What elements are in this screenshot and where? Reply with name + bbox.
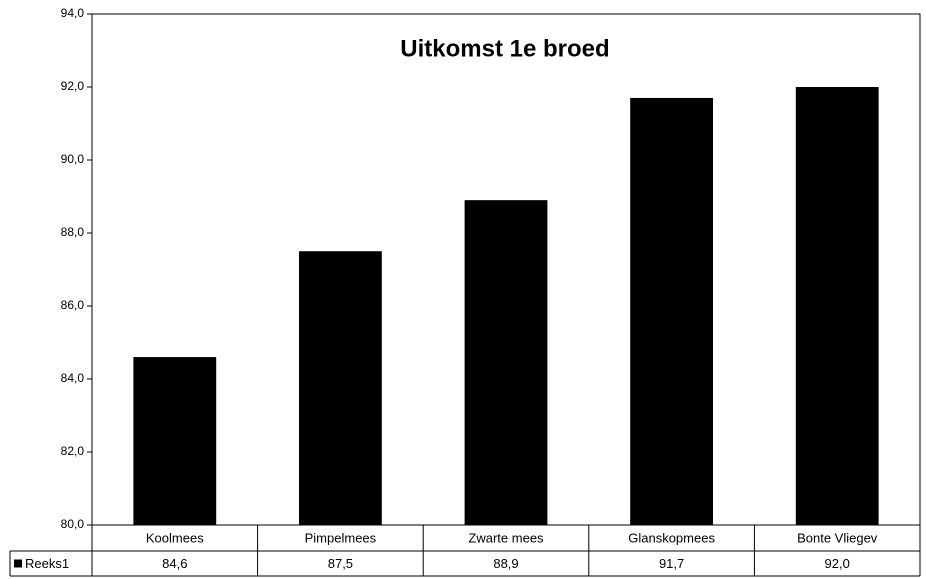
value-label: 92,0: [825, 556, 850, 571]
chart-title: Uitkomst 1e broed: [400, 35, 609, 62]
y-tick-label: 80,0: [61, 517, 85, 531]
bar: [133, 357, 217, 525]
value-label: 87,5: [328, 556, 353, 571]
x-tick-label: Pimpelmees: [305, 530, 377, 545]
y-tick-label: 88,0: [61, 225, 85, 239]
y-tick-label: 86,0: [61, 298, 85, 312]
y-tick-label: 82,0: [61, 444, 85, 458]
value-label: 84,6: [162, 556, 187, 571]
bar: [464, 200, 548, 525]
value-label: 88,9: [493, 556, 518, 571]
bar: [630, 97, 713, 525]
legend-label: Reeks1: [25, 556, 69, 571]
y-tick-label: 94,0: [61, 6, 85, 20]
x-tick-label: Bonte Vliegev: [797, 530, 878, 545]
y-tick-label: 84,0: [61, 371, 85, 385]
x-tick-label: Zwarte mees: [468, 530, 544, 545]
value-label: 91,7: [659, 556, 684, 571]
bar: [795, 87, 879, 525]
x-tick-label: Glanskopmees: [628, 530, 715, 545]
bar: [299, 251, 382, 525]
y-tick-label: 92,0: [61, 79, 85, 93]
legend-key: [14, 559, 22, 568]
x-tick-label: Koolmees: [146, 530, 204, 545]
y-tick-label: 90,0: [61, 152, 85, 166]
